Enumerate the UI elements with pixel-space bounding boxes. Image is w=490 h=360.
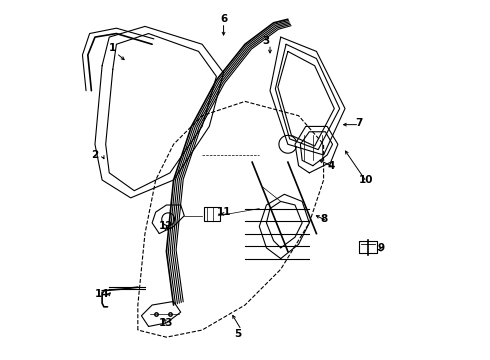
Text: 10: 10 <box>359 175 374 185</box>
Text: 2: 2 <box>91 150 98 160</box>
Text: 14: 14 <box>95 289 109 299</box>
Text: 3: 3 <box>263 36 270 46</box>
Text: 1: 1 <box>109 43 117 53</box>
Text: 13: 13 <box>159 318 173 328</box>
Text: 8: 8 <box>320 214 327 224</box>
Text: 6: 6 <box>220 14 227 24</box>
Text: 9: 9 <box>377 243 384 253</box>
Bar <box>204 207 220 221</box>
Text: 12: 12 <box>159 221 173 231</box>
Text: 4: 4 <box>327 161 334 171</box>
Text: 11: 11 <box>216 207 231 217</box>
Text: 7: 7 <box>356 118 363 128</box>
Text: 5: 5 <box>234 329 242 339</box>
